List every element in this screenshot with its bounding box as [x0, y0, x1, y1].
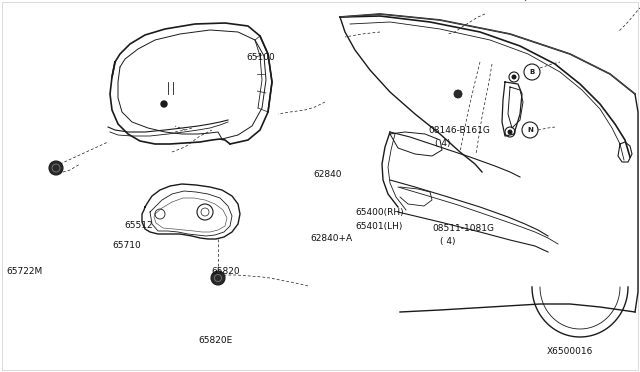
Text: 65722M: 65722M	[6, 267, 43, 276]
Circle shape	[511, 74, 516, 80]
Text: X6500016: X6500016	[547, 347, 593, 356]
Text: 65710: 65710	[112, 241, 141, 250]
Text: N: N	[527, 127, 533, 133]
Text: B: B	[529, 69, 534, 75]
Circle shape	[49, 161, 63, 175]
Text: 65400(RH): 65400(RH)	[355, 208, 404, 217]
Text: 65401(LH): 65401(LH)	[355, 222, 403, 231]
Circle shape	[454, 90, 462, 98]
Text: 65820E: 65820E	[198, 336, 233, 345]
Text: ( 4): ( 4)	[435, 139, 451, 148]
Text: ( 4): ( 4)	[440, 237, 456, 246]
Text: 62840: 62840	[314, 170, 342, 179]
Circle shape	[508, 129, 513, 135]
Text: 65820: 65820	[211, 267, 240, 276]
Text: 62840+A: 62840+A	[310, 234, 353, 243]
Text: 65512: 65512	[125, 221, 154, 230]
Circle shape	[211, 271, 225, 285]
Text: 65100: 65100	[246, 53, 275, 62]
Text: 08511-1081G: 08511-1081G	[432, 224, 494, 233]
Circle shape	[161, 101, 167, 107]
Text: 08146-B161G: 08146-B161G	[429, 126, 491, 135]
